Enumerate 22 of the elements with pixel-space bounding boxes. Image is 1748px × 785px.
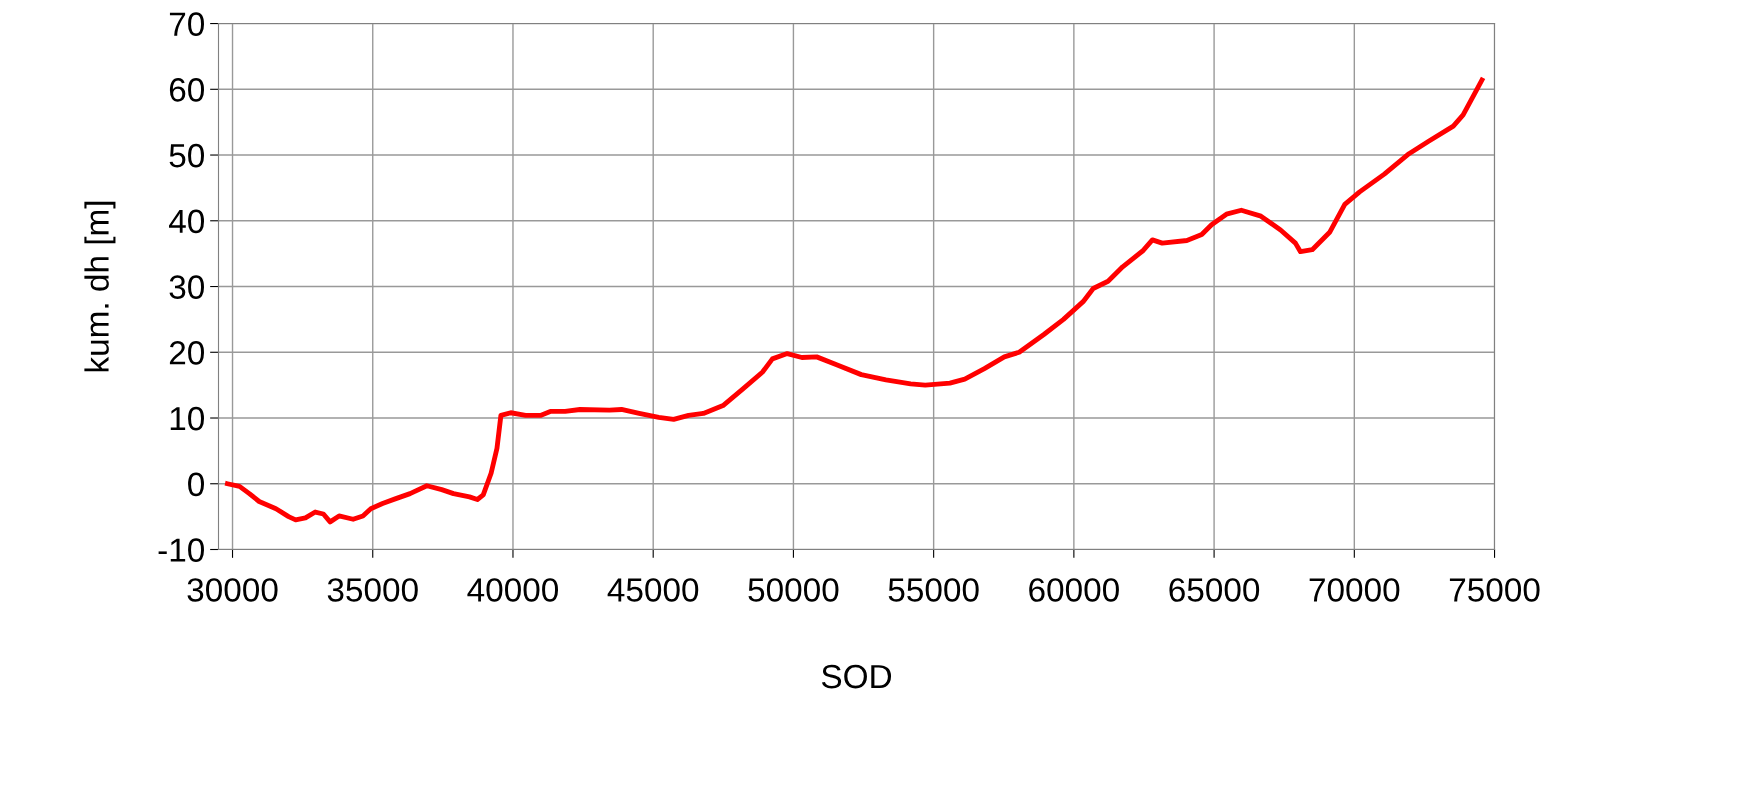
y-tick-label: 20 — [169, 341, 205, 365]
x-tick-label: 75000 — [1449, 578, 1540, 602]
y-tick-label: 10 — [170, 406, 205, 431]
x-tick-label: 50000 — [748, 578, 839, 602]
x-axis-title: SOD — [821, 664, 892, 689]
y-tick-label: 50 — [169, 143, 205, 168]
x-tick-label: 55000 — [888, 578, 979, 602]
x-tick-label: 40000 — [467, 578, 559, 602]
x-tick-label: 65000 — [1169, 578, 1260, 602]
y-tick-label: 0 — [188, 472, 204, 497]
y-tick-label: 70 — [169, 12, 205, 36]
y-tick-label: 60 — [169, 78, 205, 102]
y-axis-title: kum. dh [m] — [84, 201, 116, 372]
y-tick-label: 30 — [169, 275, 205, 299]
line-series — [225, 77, 1485, 525]
x-tick-label: 35000 — [327, 578, 418, 602]
x-tick-label: 70000 — [1309, 578, 1400, 602]
y-tick-label: 40 — [169, 209, 205, 234]
x-tick-label: 60000 — [1029, 578, 1119, 602]
x-tick-label: 45000 — [607, 578, 699, 602]
x-tick-label: 30000 — [187, 578, 278, 602]
y-tick-label: -10 — [158, 538, 205, 562]
